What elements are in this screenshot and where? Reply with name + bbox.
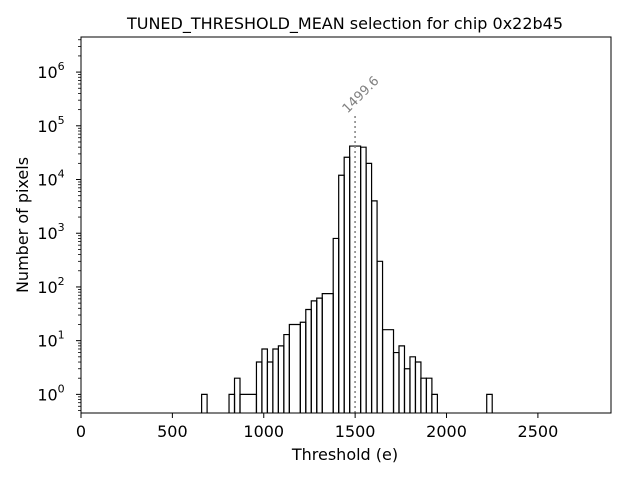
histogram-bin-30 — [420, 377, 428, 413]
y-tick-label: 100 — [37, 382, 64, 404]
chart-title: TUNED_THRESHOLD_MEAN selection for chip … — [126, 14, 563, 34]
histogram-bin-2 — [233, 377, 241, 413]
histogram-bin-10 — [288, 323, 301, 413]
axes: 0 500 1000 1500 2000 2500 100 101 102 103 104 105 10… — [37, 36, 612, 441]
histogram-bin-27 — [403, 368, 411, 413]
histogram-bin-14 — [316, 297, 323, 413]
histogram-bin-17 — [338, 174, 345, 413]
histogram-bin-22 — [370, 200, 378, 413]
histogram-bin-4 — [255, 361, 263, 413]
x-tick-label: 2500 — [518, 422, 559, 441]
histogram-bin-23 — [376, 260, 384, 413]
y-axis-label: Number of pixels — [13, 157, 32, 293]
histogram-bin-5 — [261, 348, 269, 413]
histogram-bin-8 — [277, 345, 285, 413]
histogram-bin-16 — [332, 237, 340, 413]
histogram-bin-33 — [486, 393, 493, 413]
histogram-bin-12 — [305, 308, 312, 413]
x-tick-label: 500 — [157, 422, 188, 441]
y-tick-label: 105 — [37, 114, 64, 136]
histogram-bin-1 — [228, 393, 236, 413]
histogram-bin-3 — [239, 393, 258, 413]
y-tick-label: 102 — [37, 275, 64, 297]
histogram-bin-28 — [409, 356, 417, 413]
histogram-bin-0 — [201, 393, 208, 413]
histogram-bin-6 — [266, 361, 274, 413]
plot-area: 1499.6 — [201, 74, 493, 413]
histogram-bin-21 — [365, 162, 373, 413]
x-tick-label: 0 — [76, 422, 86, 441]
mean-marker-label: 1499.6 — [340, 74, 383, 117]
histogram-bin-11 — [299, 321, 307, 413]
plot-frame — [80, 36, 612, 414]
x-tick-label: 1000 — [243, 422, 284, 441]
histogram-bin-13 — [310, 300, 318, 413]
histogram-bin-24 — [381, 329, 395, 413]
histogram-bin-29 — [414, 361, 422, 413]
x-axis-label: Threshold (e) — [291, 445, 398, 464]
x-tick-label: 2000 — [426, 422, 467, 441]
y-tick-label: 101 — [37, 329, 64, 351]
histogram-bin-18 — [343, 156, 351, 413]
histogram-bin-15 — [321, 293, 334, 413]
histogram-bin-25 — [392, 351, 400, 413]
histogram-bin-32 — [431, 393, 438, 413]
y-tick-label: 103 — [37, 221, 64, 243]
histogram-bin-20 — [360, 146, 367, 413]
histogram-bin-26 — [398, 345, 406, 413]
histogram-bin-7 — [272, 348, 279, 413]
histogram-bin-31 — [425, 377, 433, 413]
y-tick-label: 106 — [37, 60, 64, 82]
y-tick-label: 104 — [37, 168, 64, 190]
x-tick-label: 1500 — [335, 422, 376, 441]
histogram-bin-9 — [283, 333, 290, 413]
